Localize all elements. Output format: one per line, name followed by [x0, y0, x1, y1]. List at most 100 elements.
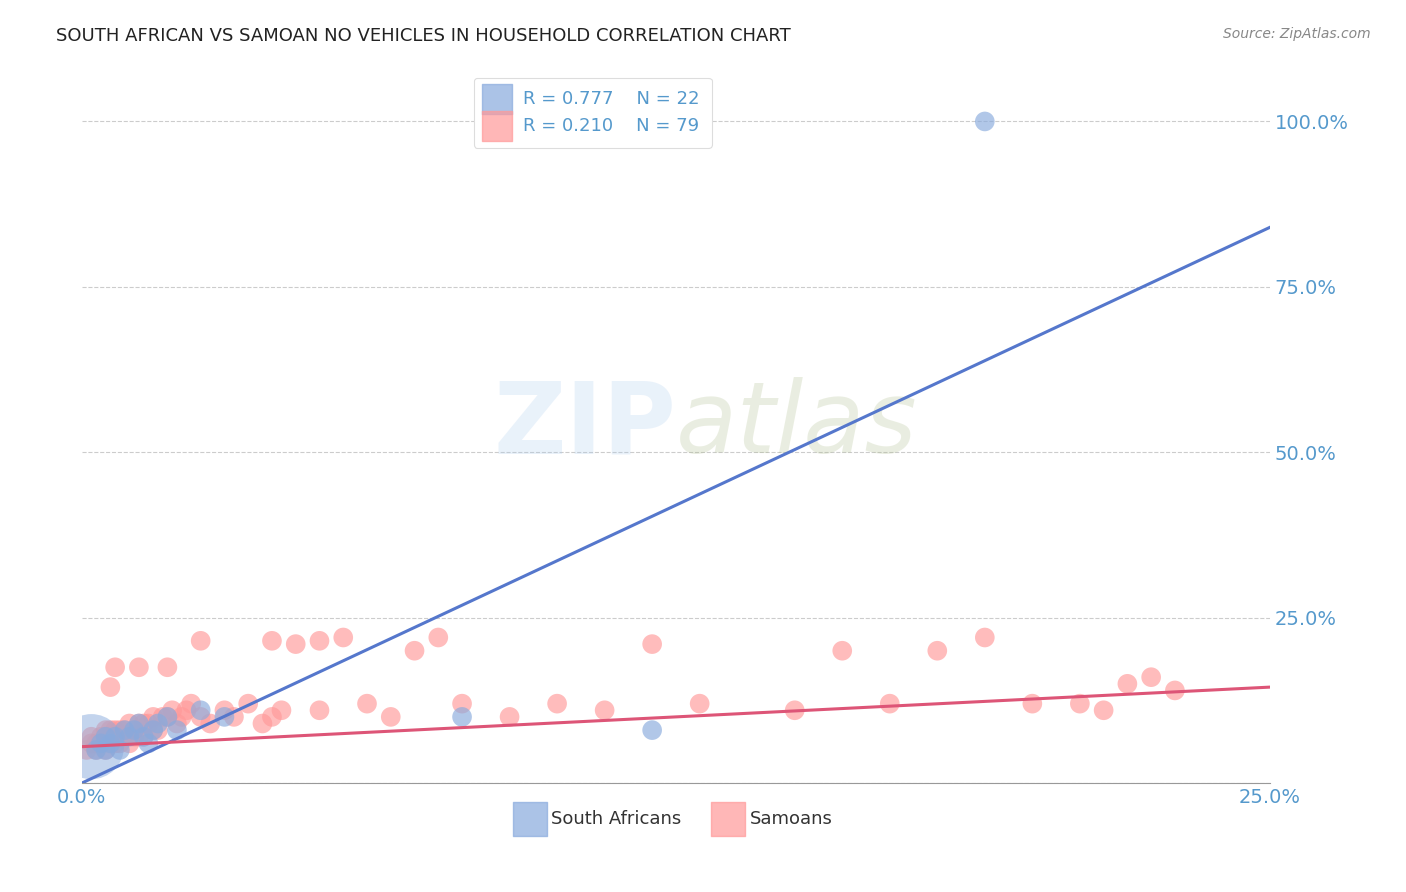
- Point: [180, 697, 202, 711]
- Point: [1021, 697, 1043, 711]
- Point: [783, 703, 806, 717]
- Point: [104, 736, 127, 750]
- Point: [308, 633, 330, 648]
- Point: [114, 723, 136, 738]
- Point: [1140, 670, 1163, 684]
- Point: [927, 644, 949, 658]
- Point: [128, 716, 150, 731]
- Point: [332, 631, 354, 645]
- Point: [122, 730, 145, 744]
- Point: [104, 730, 127, 744]
- Point: [100, 736, 122, 750]
- Point: [260, 710, 283, 724]
- Point: [546, 697, 568, 711]
- Point: [80, 739, 103, 754]
- Point: [104, 723, 127, 738]
- Point: [108, 743, 131, 757]
- Point: [152, 710, 174, 724]
- Point: [108, 736, 131, 750]
- Point: [1164, 683, 1187, 698]
- Point: [404, 644, 426, 658]
- Point: [138, 716, 160, 731]
- Point: [142, 710, 165, 724]
- Point: [451, 710, 474, 724]
- Point: [108, 723, 131, 738]
- Point: [689, 697, 711, 711]
- Point: [100, 736, 122, 750]
- Point: [879, 697, 901, 711]
- Point: [198, 716, 221, 731]
- Point: [94, 730, 117, 744]
- Point: [118, 730, 141, 744]
- Point: [84, 736, 107, 750]
- Point: [80, 736, 103, 750]
- Point: [90, 736, 112, 750]
- Point: [641, 637, 664, 651]
- Point: [84, 743, 107, 757]
- Point: [94, 723, 117, 738]
- Point: [831, 644, 853, 658]
- Point: [90, 730, 112, 744]
- Point: [100, 680, 122, 694]
- Text: SOUTH AFRICAN VS SAMOAN NO VEHICLES IN HOUSEHOLD CORRELATION CHART: SOUTH AFRICAN VS SAMOAN NO VEHICLES IN H…: [56, 27, 792, 45]
- Point: [238, 697, 260, 711]
- Point: [156, 710, 179, 724]
- Text: ZIP: ZIP: [494, 377, 676, 475]
- Point: [1069, 697, 1091, 711]
- Point: [593, 703, 616, 717]
- Text: Source: ZipAtlas.com: Source: ZipAtlas.com: [1223, 27, 1371, 41]
- Point: [114, 730, 136, 744]
- Point: [1116, 677, 1139, 691]
- Point: [142, 723, 165, 738]
- Point: [146, 716, 169, 731]
- Point: [641, 723, 664, 738]
- Point: [94, 730, 117, 744]
- Point: [170, 710, 193, 724]
- Point: [1092, 703, 1115, 717]
- Point: [156, 710, 179, 724]
- Point: [356, 697, 378, 711]
- Point: [176, 703, 198, 717]
- Point: [122, 723, 145, 738]
- Point: [214, 703, 236, 717]
- Point: [80, 730, 103, 744]
- Point: [222, 710, 245, 724]
- Point: [142, 723, 165, 738]
- Point: [973, 631, 995, 645]
- Point: [190, 633, 212, 648]
- Point: [122, 723, 145, 738]
- Point: [427, 631, 450, 645]
- Point: [380, 710, 402, 724]
- Point: [118, 716, 141, 731]
- Point: [94, 743, 117, 757]
- Point: [132, 730, 155, 744]
- Point: [76, 743, 98, 757]
- Point: [138, 736, 160, 750]
- Point: [146, 723, 169, 738]
- Text: atlas: atlas: [676, 377, 918, 475]
- Point: [451, 697, 474, 711]
- Point: [973, 114, 995, 128]
- Point: [166, 716, 188, 731]
- Point: [118, 736, 141, 750]
- Point: [214, 710, 236, 724]
- Point: [160, 703, 183, 717]
- Point: [128, 730, 150, 744]
- Point: [132, 730, 155, 744]
- Point: [128, 716, 150, 731]
- Point: [84, 743, 107, 757]
- Point: [166, 723, 188, 738]
- Point: [104, 730, 127, 744]
- Point: [260, 633, 283, 648]
- Point: [132, 716, 155, 731]
- Point: [498, 710, 520, 724]
- Point: [308, 703, 330, 717]
- Point: [284, 637, 307, 651]
- Point: [190, 703, 212, 717]
- Point: [128, 660, 150, 674]
- Point: [90, 736, 112, 750]
- Point: [190, 710, 212, 724]
- Point: [156, 660, 179, 674]
- Point: [94, 743, 117, 757]
- Legend: South Africans, Samoans: South Africans, Samoans: [512, 802, 841, 835]
